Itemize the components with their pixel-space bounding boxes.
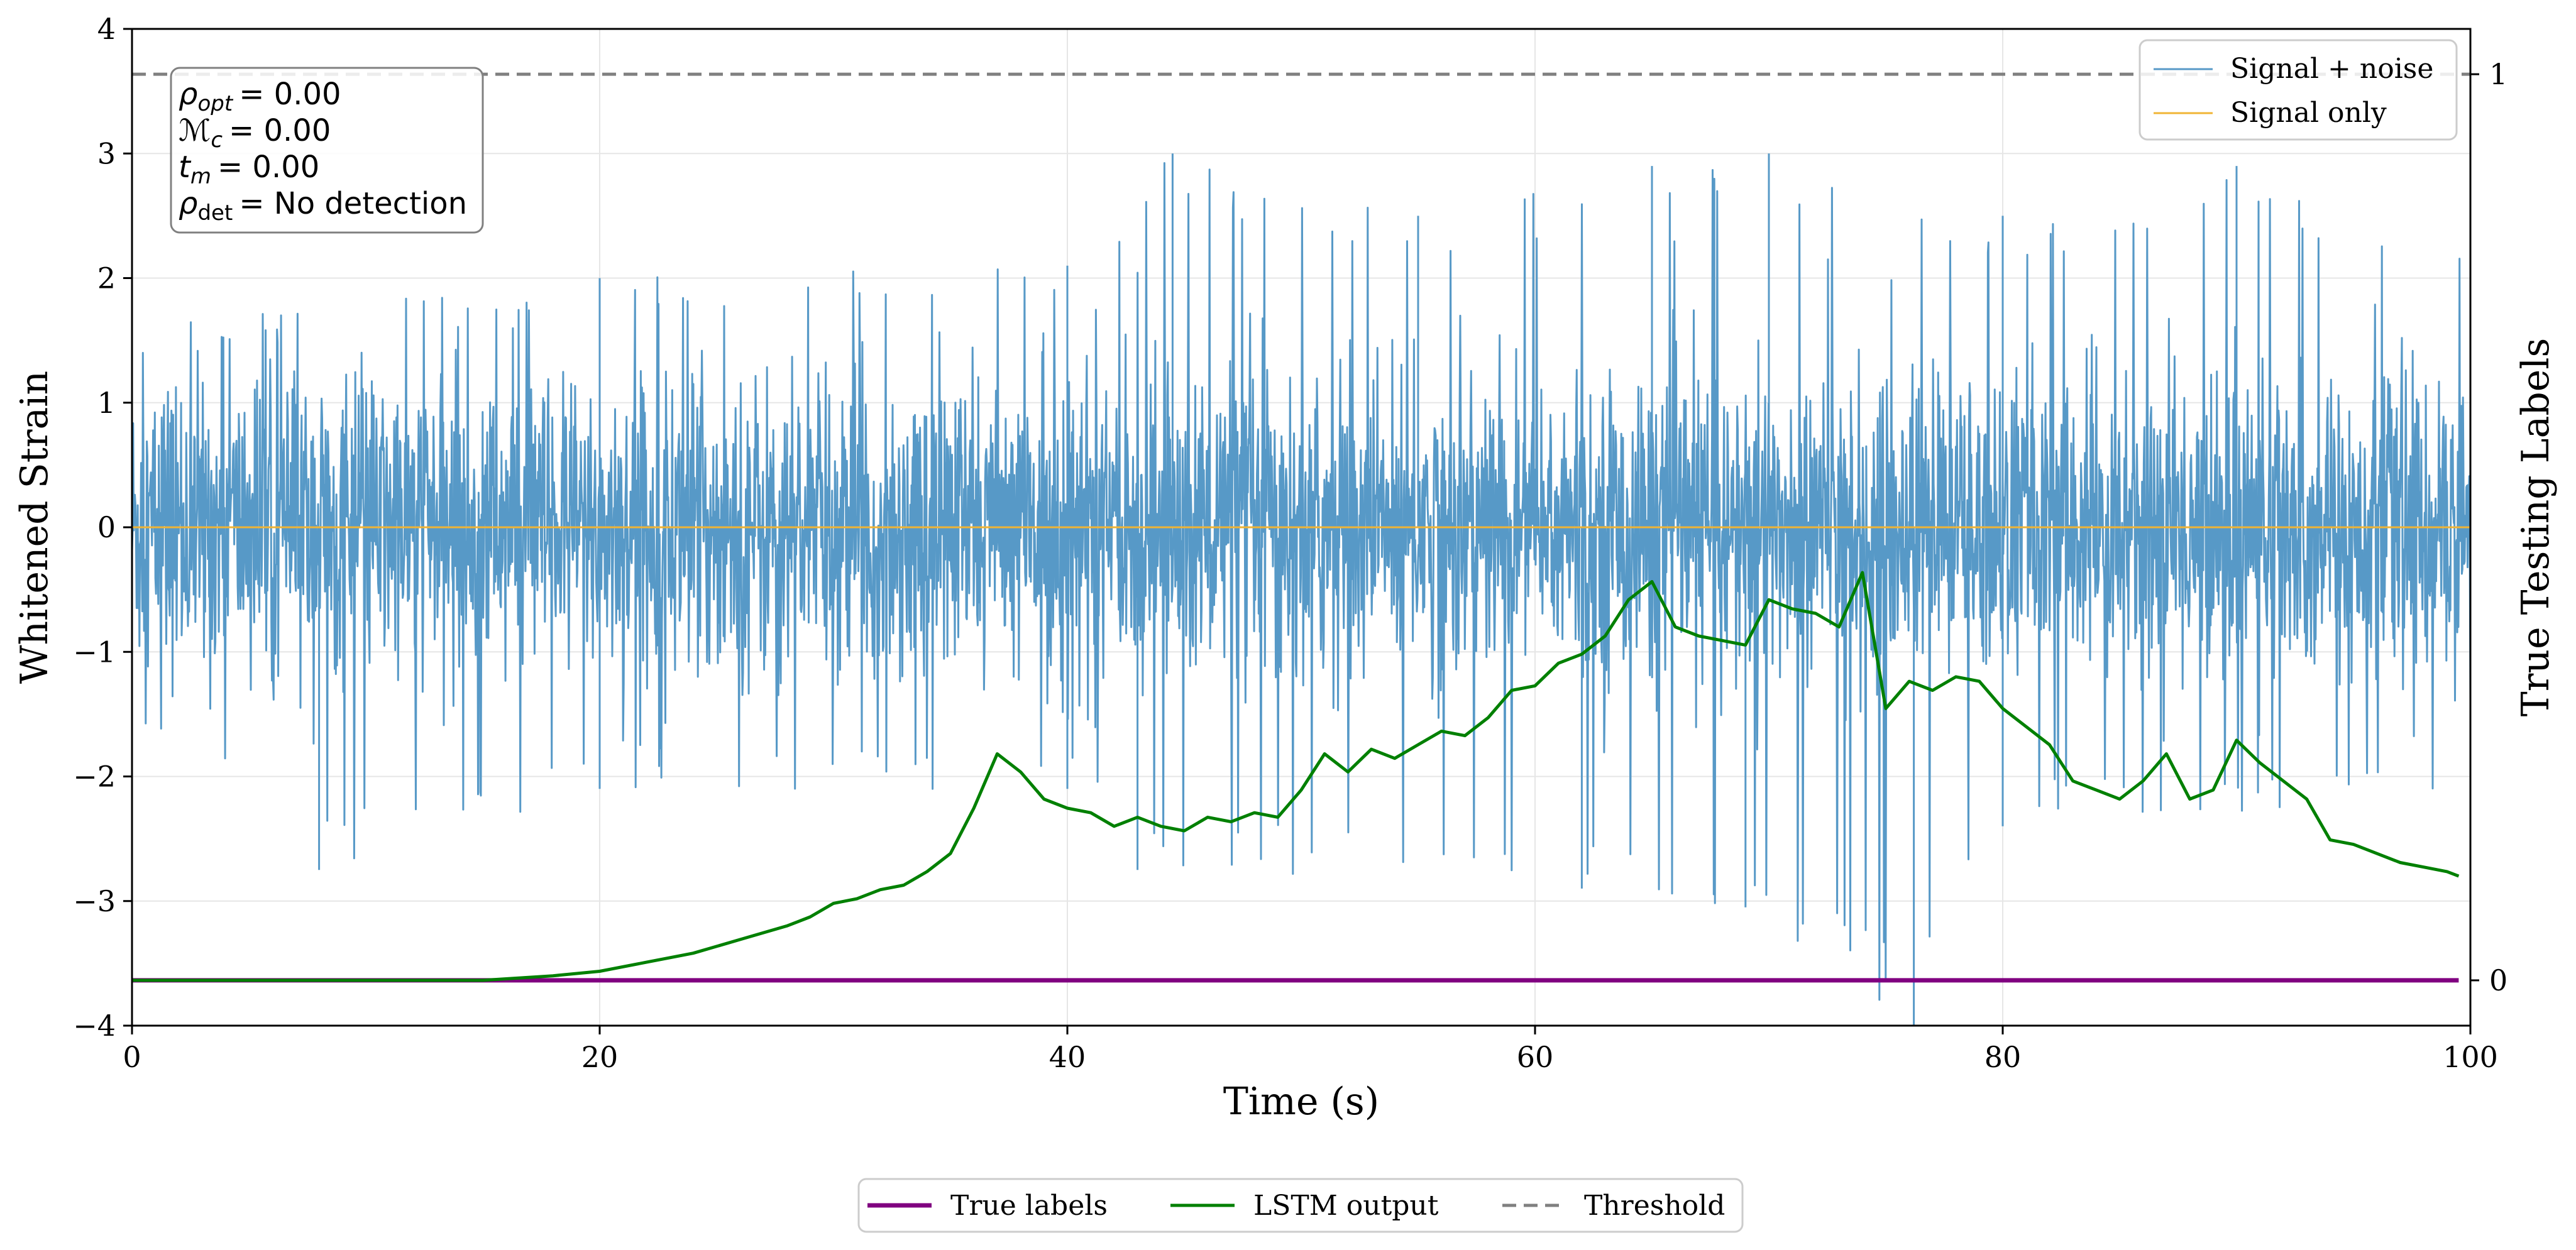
right-y-tick-label: 0	[2489, 963, 2507, 997]
legend-threshold-label: Threshold	[1584, 1190, 1725, 1222]
x-tick-label: 40	[1049, 1040, 1086, 1074]
y-tick-label: 2	[97, 261, 116, 295]
legend-signal-noise-label: Signal + noise	[2230, 53, 2433, 85]
y-tick-label: −4	[73, 1009, 116, 1043]
legend-lstm-label: LSTM output	[1253, 1190, 1439, 1222]
x-tick-label: 20	[581, 1040, 619, 1074]
plot-area	[132, 72, 2470, 1026]
y-axis: −4 −3 −2 −1 0 1 2 3 4	[73, 12, 132, 1043]
right-y-axis-label: True Testing Labels	[2514, 338, 2558, 717]
x-axis: 0 20 40 60 80 100	[123, 1026, 2498, 1074]
tm-annotation: tm = 0.00	[179, 150, 319, 189]
y-tick-label: −2	[73, 760, 116, 794]
lstm-output-series	[132, 571, 2460, 982]
x-tick-label: 80	[1984, 1040, 2022, 1074]
legend-top: Signal + noise Signal only	[2138, 39, 2458, 141]
legend-signal-only-label: Signal only	[2230, 97, 2387, 129]
rho-det-annotation: ρdet = No detection	[179, 186, 467, 226]
y-tick-label: −1	[73, 635, 116, 669]
x-axis-label: Time (s)	[1223, 1080, 1379, 1124]
y-tick-label: 3	[97, 136, 116, 170]
right-y-tick-label: 1	[2489, 57, 2507, 91]
y-tick-label: 1	[97, 386, 116, 420]
legend-top-box	[2138, 39, 2458, 141]
x-tick-label: 60	[1517, 1040, 1554, 1074]
legend-true-labels-label: True labels	[950, 1190, 1108, 1222]
mc-annotation: ℳc = 0.00	[179, 113, 331, 153]
right-y-axis: 01	[2470, 57, 2507, 997]
y-tick-label: 0	[97, 510, 116, 544]
y-axis-label: Whitened Strain	[13, 371, 57, 684]
x-tick-label: 0	[123, 1040, 141, 1074]
y-tick-label: 4	[97, 12, 116, 46]
signal-noise-series	[132, 153, 2470, 1026]
legend-bottom: True labels LSTM output Threshold	[857, 1178, 1744, 1233]
rho-opt-annotation: ρopt = 0.00	[179, 77, 341, 116]
stats-annotation: ρopt = 0.00 ℳc = 0.00 tm = 0.00 ρdet = No de…	[170, 67, 484, 234]
y-tick-label: −3	[73, 884, 116, 918]
legend-bottom-box	[857, 1178, 1744, 1233]
stats-annotation-box	[170, 67, 484, 234]
x-tick-label: 100	[2443, 1040, 2498, 1074]
